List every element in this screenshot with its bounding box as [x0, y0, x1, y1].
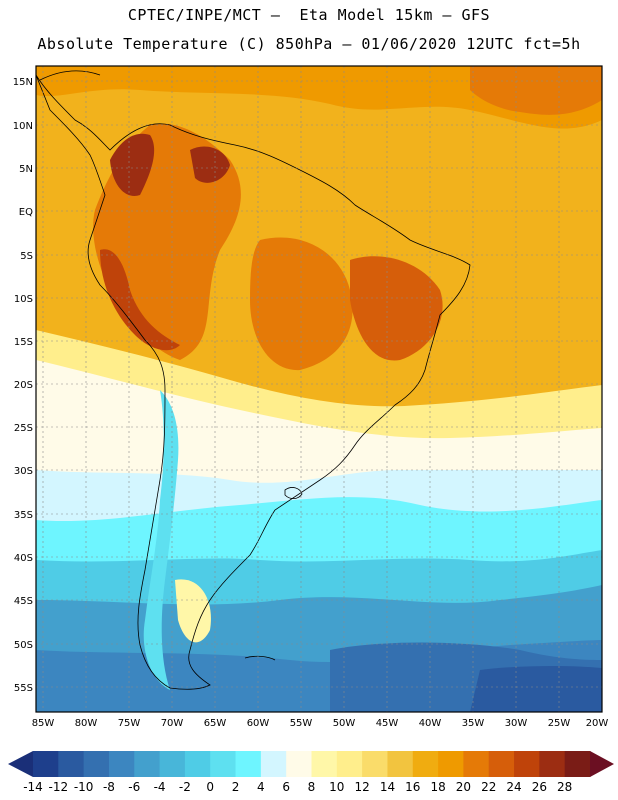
colorbar-tick-label: -2 [179, 780, 191, 794]
lon-label: 80W [75, 718, 98, 729]
colorbar-swatch [362, 751, 388, 777]
colorbar-swatch [311, 751, 338, 777]
lat-label: EQ [19, 207, 33, 218]
colorbar-tick-label: 8 [308, 780, 316, 794]
colorbar-tick-label: -14 [23, 780, 43, 794]
colorbar-swatch [412, 751, 439, 777]
lat-label: 10S [14, 294, 33, 305]
lat-axis: 15N 10N 5N EQ 5S 10S 15S 20S 25S 30S 35S… [13, 77, 33, 694]
graticule [36, 66, 602, 712]
colorbar-swatch [134, 751, 161, 777]
colorbar-swatch [210, 751, 237, 777]
colorbar-swatch [438, 751, 464, 777]
colorbar-swatch [539, 751, 566, 777]
colorbar-high-arrow [590, 751, 614, 777]
colorbar-tick-label: -6 [128, 780, 140, 794]
temperature-map: 15N 10N 5N EQ 5S 10S 15S 20S 25S 30S 35S… [13, 65, 609, 729]
colorbar-swatch [488, 751, 515, 777]
lon-axis: 85W 80W 75W 70W 65W 60W 55W 50W 45W 40W … [32, 718, 609, 729]
lat-label: 55S [14, 683, 33, 694]
lat-label: 5N [19, 164, 33, 175]
map-title: CPTEC/INPE/MCT – Eta Model 15km – GFS [127, 6, 491, 24]
colorbar-tick-label: 12 [354, 780, 369, 794]
colorbar-tick-label: -4 [154, 780, 166, 794]
colorbar-swatch [33, 751, 59, 777]
colorbar-tick-label: 16 [405, 780, 420, 794]
colorbar-tick-label: 18 [430, 780, 445, 794]
colorbar-swatch [286, 751, 312, 777]
plot-frame [35, 65, 603, 713]
temperature-field [36, 66, 602, 712]
colorbar-swatch [564, 751, 591, 777]
colorbar-tick-label: 14 [380, 780, 395, 794]
lon-label: 70W [161, 718, 184, 729]
lat-label: 15S [14, 337, 33, 348]
lon-label: 65W [204, 718, 227, 729]
lat-label: 15N [13, 77, 33, 88]
colorbar-tick-label: -10 [74, 780, 94, 794]
colorbar-tick-label: -8 [103, 780, 115, 794]
lat-label: 45S [14, 596, 33, 607]
lat-label: 10N [13, 121, 33, 132]
colorbar-swatch [108, 751, 135, 777]
colorbar-tick-label: 24 [506, 780, 521, 794]
lon-label: 85W [32, 718, 55, 729]
colorbar-tick-label: 26 [532, 780, 547, 794]
colorbar-swatch [260, 751, 287, 777]
coastline [36, 70, 471, 690]
colorbar-ticks: -14 -12 -10 -8 -6 -4 -2 0 2 4 6 8 10 12 14 16 18 20 22 24 26… [23, 780, 572, 794]
lat-label: 30S [14, 466, 33, 477]
lon-label: 25W [548, 718, 571, 729]
lon-label: 45W [376, 718, 399, 729]
lat-label: 50S [14, 640, 33, 651]
lat-label: 5S [20, 251, 33, 262]
colorbar-swatch [58, 751, 85, 777]
lat-label: 20S [14, 380, 33, 391]
lon-label: 30W [505, 718, 528, 729]
lon-label: 20W [586, 718, 609, 729]
lon-label: 40W [419, 718, 442, 729]
lon-label: 55W [290, 718, 313, 729]
colorbar-tick-label: 28 [557, 780, 572, 794]
lon-label: 75W [118, 718, 141, 729]
colorbar-swatch [235, 751, 262, 777]
colorbar-tick-label: 2 [232, 780, 240, 794]
colorbar-swatch [336, 751, 363, 777]
colorbar-tick-label: 0 [206, 780, 214, 794]
lon-label: 50W [333, 718, 356, 729]
lon-label: 60W [247, 718, 270, 729]
lat-label: 35S [14, 510, 33, 521]
colorbar-tick-label: -12 [49, 780, 69, 794]
colorbar-tick-label: 6 [282, 780, 290, 794]
colorbar-tick-label: 4 [257, 780, 265, 794]
colorbar-swatch [159, 751, 186, 777]
colorbar-swatch [514, 751, 540, 777]
lat-label: 25S [14, 423, 33, 434]
colorbar-tick-label: 22 [481, 780, 496, 794]
colorbar-swatch [83, 751, 110, 777]
colorbar-swatches [8, 751, 614, 777]
lon-label: 35W [462, 718, 485, 729]
lat-label: 40S [14, 553, 33, 564]
colorbar-low-arrow [8, 751, 33, 777]
colorbar-tick-label: 20 [456, 780, 471, 794]
colorbar-swatch [463, 751, 490, 777]
colorbar-tick-label: 10 [329, 780, 344, 794]
colorbar: -14 -12 -10 -8 -6 -4 -2 0 2 4 6 8 10 12 14 16 18 20 22 24 26… [8, 751, 614, 794]
colorbar-swatch [184, 751, 211, 777]
map-subtitle: Absolute Temperature (C) 850hPa – 01/06/… [37, 35, 581, 53]
colorbar-swatch [387, 751, 414, 777]
